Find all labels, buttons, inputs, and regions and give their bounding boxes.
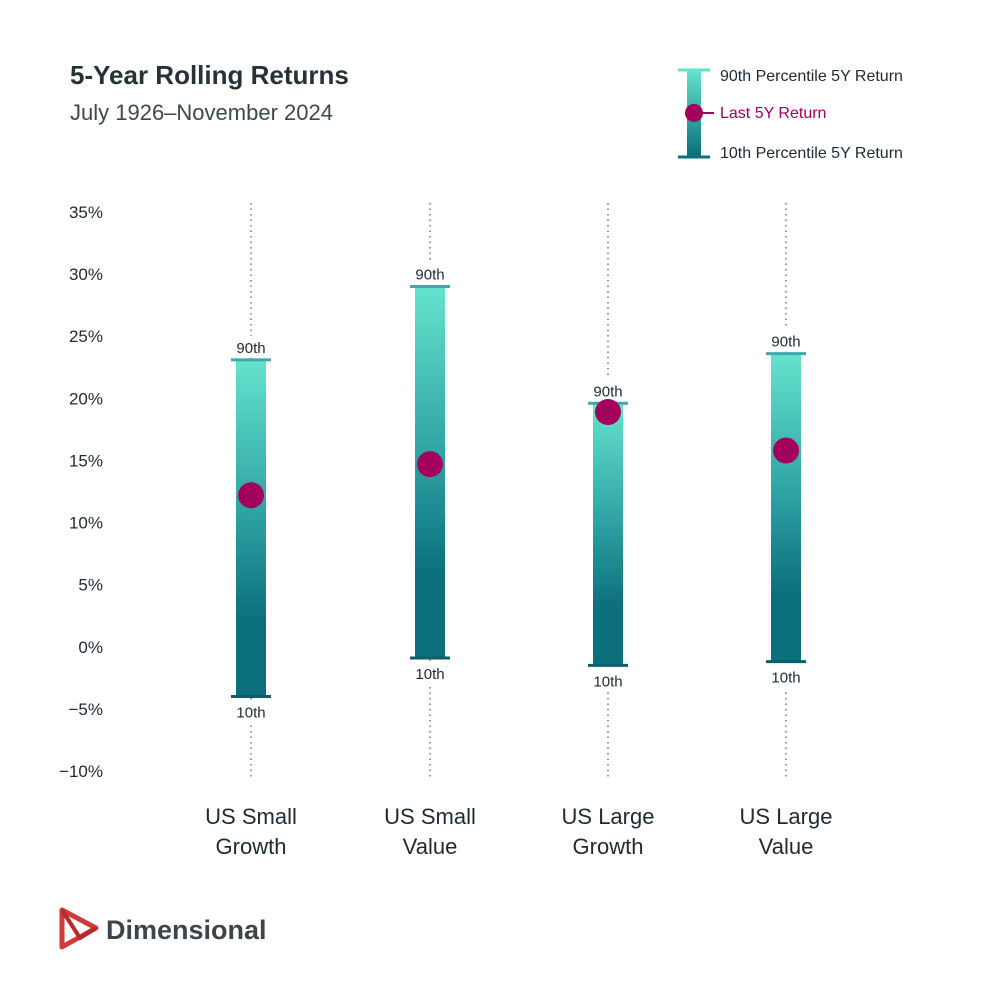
chart-subtitle: July 1926–November 2024: [70, 100, 333, 125]
y-tick-label: 10%: [69, 514, 103, 533]
legend-p10-label: 10th Percentile 5Y Return: [720, 145, 903, 162]
p10-label: 10th: [415, 666, 444, 683]
p90-label: 90th: [771, 334, 800, 351]
range-bar: [771, 353, 801, 662]
brand-name: Dimensional: [106, 915, 267, 945]
y-tick-label: 15%: [69, 451, 103, 470]
category-label-line2: Value: [759, 834, 814, 859]
p90-label: 90th: [415, 267, 444, 284]
y-tick-label: 35%: [69, 203, 103, 222]
y-tick-label: 5%: [78, 576, 103, 595]
y-tick-label: 30%: [69, 265, 103, 284]
chart-title: 5-Year Rolling Returns: [70, 60, 349, 90]
p10-label: 10th: [236, 704, 265, 721]
label-bg: [586, 668, 630, 693]
last-return-marker: [417, 451, 443, 478]
last-return-marker: [595, 398, 621, 425]
category-label-line1: US Small: [205, 804, 297, 829]
brand-logo: Dimensional: [59, 907, 267, 950]
category-label-line2: Growth: [573, 834, 644, 859]
label-bg: [764, 664, 808, 689]
category-label-line2: Growth: [216, 834, 287, 859]
last-return-marker: [238, 482, 264, 509]
y-tick-label: −10%: [59, 762, 103, 781]
p90-label: 90th: [236, 340, 265, 357]
y-axis-ticks: 35% 30% 25% 20% 15% 10% 5% 0% −5% −10%: [59, 203, 103, 781]
category-label-line1: US Large: [740, 804, 833, 829]
legend-p90-label: 90th Percentile 5Y Return: [720, 68, 903, 85]
category-label-line2: Value: [403, 834, 458, 859]
category-label-line1: US Small: [384, 804, 476, 829]
category-labels: US Small Growth US Small Value US Large Growt…: [205, 804, 832, 859]
y-tick-label: 20%: [69, 389, 103, 408]
p10-label: 10th: [593, 673, 622, 690]
range-bars: 90th 10th 90th 10th 90th 10th 90th 10th: [229, 262, 808, 724]
range-bar: [236, 359, 266, 697]
range-bar: [593, 403, 623, 666]
legend: 90th Percentile 5Y Return Last 5Y Return…: [678, 68, 903, 162]
y-tick-label: −5%: [69, 700, 104, 719]
guide-lines: [250, 203, 787, 778]
p10-label: 10th: [771, 670, 800, 687]
legend-last-label: Last 5Y Return: [720, 105, 826, 122]
label-bg: [408, 262, 452, 285]
y-tick-label: 0%: [78, 638, 103, 657]
label-bg: [586, 379, 630, 402]
label-bg: [764, 329, 808, 352]
label-bg: [229, 335, 273, 358]
label-bg: [229, 699, 273, 724]
p90-label: 90th: [593, 383, 622, 400]
y-tick-label: 25%: [69, 327, 103, 346]
label-bg: [408, 660, 452, 685]
category-label-line1: US Large: [562, 804, 655, 829]
last-return-marker: [773, 437, 799, 464]
